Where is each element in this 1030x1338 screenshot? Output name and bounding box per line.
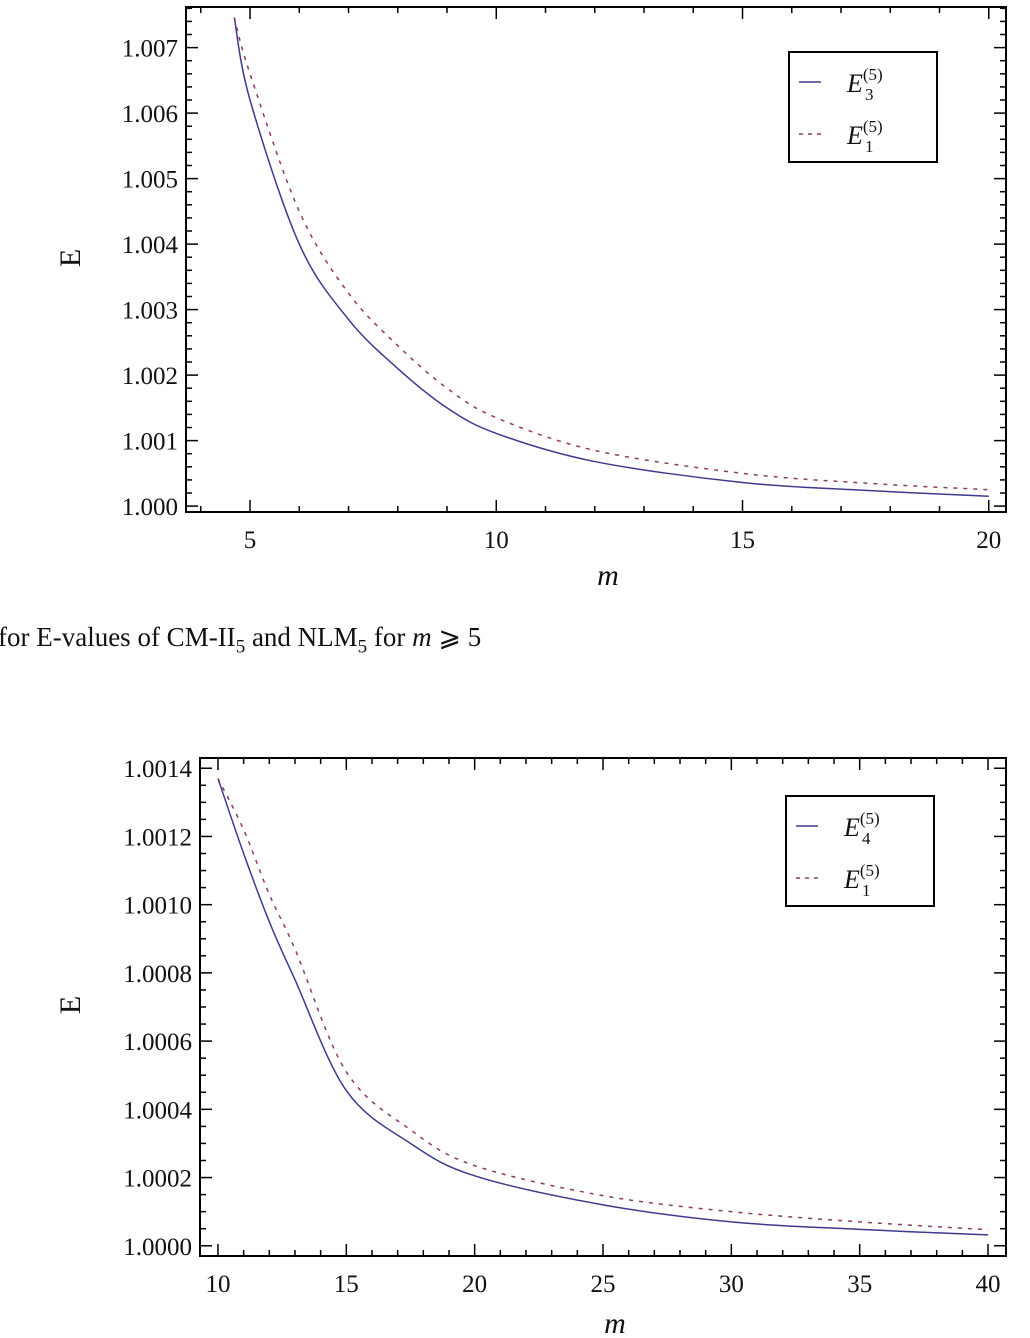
legend-box bbox=[788, 51, 938, 163]
y-tick-label: 1.0012 bbox=[123, 824, 192, 851]
caption-var: m bbox=[412, 622, 432, 652]
legend-sup: (5) bbox=[863, 117, 883, 136]
y-tick-label: 1.0002 bbox=[123, 1166, 192, 1193]
y-tick-label: 1.0014 bbox=[123, 756, 192, 783]
x-tick-label: 25 bbox=[591, 1271, 616, 1298]
x-axis-label: m bbox=[604, 1307, 626, 1338]
y-tick-label: 1.002 bbox=[122, 363, 178, 390]
x-tick-label: 20 bbox=[976, 527, 1001, 554]
y-tick-label: 1.0010 bbox=[123, 893, 192, 920]
y-tick-label: 1.005 bbox=[122, 167, 178, 194]
y-tick-label: 1.0006 bbox=[123, 1029, 192, 1056]
legend-box bbox=[785, 795, 935, 907]
legend-entry: E(5) 1 bbox=[846, 117, 883, 156]
y-axis-label: E bbox=[54, 249, 87, 267]
y-tick-label: 1.000 bbox=[122, 494, 178, 521]
x-tick-label: 15 bbox=[334, 1271, 359, 1298]
caption-text: ⩾ 5 bbox=[431, 622, 482, 652]
legend-sub: 3 bbox=[865, 85, 874, 104]
caption-text: and NLM bbox=[245, 622, 358, 652]
caption-sub: 5 bbox=[357, 636, 368, 658]
y-tick-label: 1.0004 bbox=[123, 1097, 192, 1124]
y-tick-label: 1.004 bbox=[122, 232, 179, 259]
caption-sub: 5 bbox=[235, 636, 246, 658]
y-tick-label: 1.006 bbox=[122, 101, 178, 128]
x-tick-label: 10 bbox=[484, 527, 509, 554]
y-tick-label: 1.001 bbox=[122, 429, 178, 456]
legend-base: E bbox=[846, 121, 863, 150]
chart-1: 5 10 15 20 1.000 1.001 1.002 1.003 1.004 1.005 1.0… bbox=[54, 6, 1007, 592]
x-tick-label: 30 bbox=[719, 1271, 744, 1298]
legend-entry: E(5) 3 bbox=[846, 65, 883, 104]
series-line-E1(5) bbox=[217, 778, 989, 1231]
legend-base: E bbox=[843, 813, 860, 842]
legend-entry: E(5) 1 bbox=[843, 861, 880, 900]
series-line-E1(5) bbox=[233, 17, 989, 491]
x-axis-label: m bbox=[597, 559, 619, 592]
legend-sup: (5) bbox=[860, 861, 880, 880]
figure-caption: for E-values of CM-II5 and NLM5 for m ⩾ … bbox=[0, 622, 481, 658]
legend-sup: (5) bbox=[860, 809, 880, 828]
series-line-E4(5) bbox=[217, 778, 989, 1236]
y-tick-label: 1.0000 bbox=[123, 1234, 192, 1261]
legend-sub: 1 bbox=[862, 881, 871, 900]
x-tick-label: 35 bbox=[847, 1271, 872, 1298]
x-tick-label: 20 bbox=[462, 1271, 487, 1298]
y-tick-label: 1.0008 bbox=[123, 961, 192, 988]
x-tick-label: 15 bbox=[730, 527, 755, 554]
y-tick-label: 1.007 bbox=[122, 36, 178, 63]
x-tick-label: 5 bbox=[244, 527, 257, 554]
legend-sub: 1 bbox=[865, 137, 874, 156]
series-line-E3(5) bbox=[233, 17, 989, 498]
legend-base: E bbox=[843, 865, 860, 894]
x-tick-label: 40 bbox=[976, 1271, 1001, 1298]
legend-sub: 4 bbox=[862, 829, 871, 848]
caption-text: for bbox=[367, 622, 413, 652]
legend-sup: (5) bbox=[863, 65, 883, 84]
x-tick-label: 10 bbox=[205, 1271, 230, 1298]
plot-frame bbox=[185, 6, 1007, 513]
chart-2: 10 15 20 25 30 35 40 1.0000 1.0002 1.0004 1.0006 1.… bbox=[54, 756, 1007, 1338]
legend-entry: E(5) 4 bbox=[843, 809, 880, 848]
y-tick-label: 1.003 bbox=[122, 298, 178, 325]
y-axis-label: E bbox=[54, 996, 87, 1014]
legend-base: E bbox=[846, 69, 863, 98]
caption-text: for E-values of CM-II bbox=[0, 622, 236, 652]
